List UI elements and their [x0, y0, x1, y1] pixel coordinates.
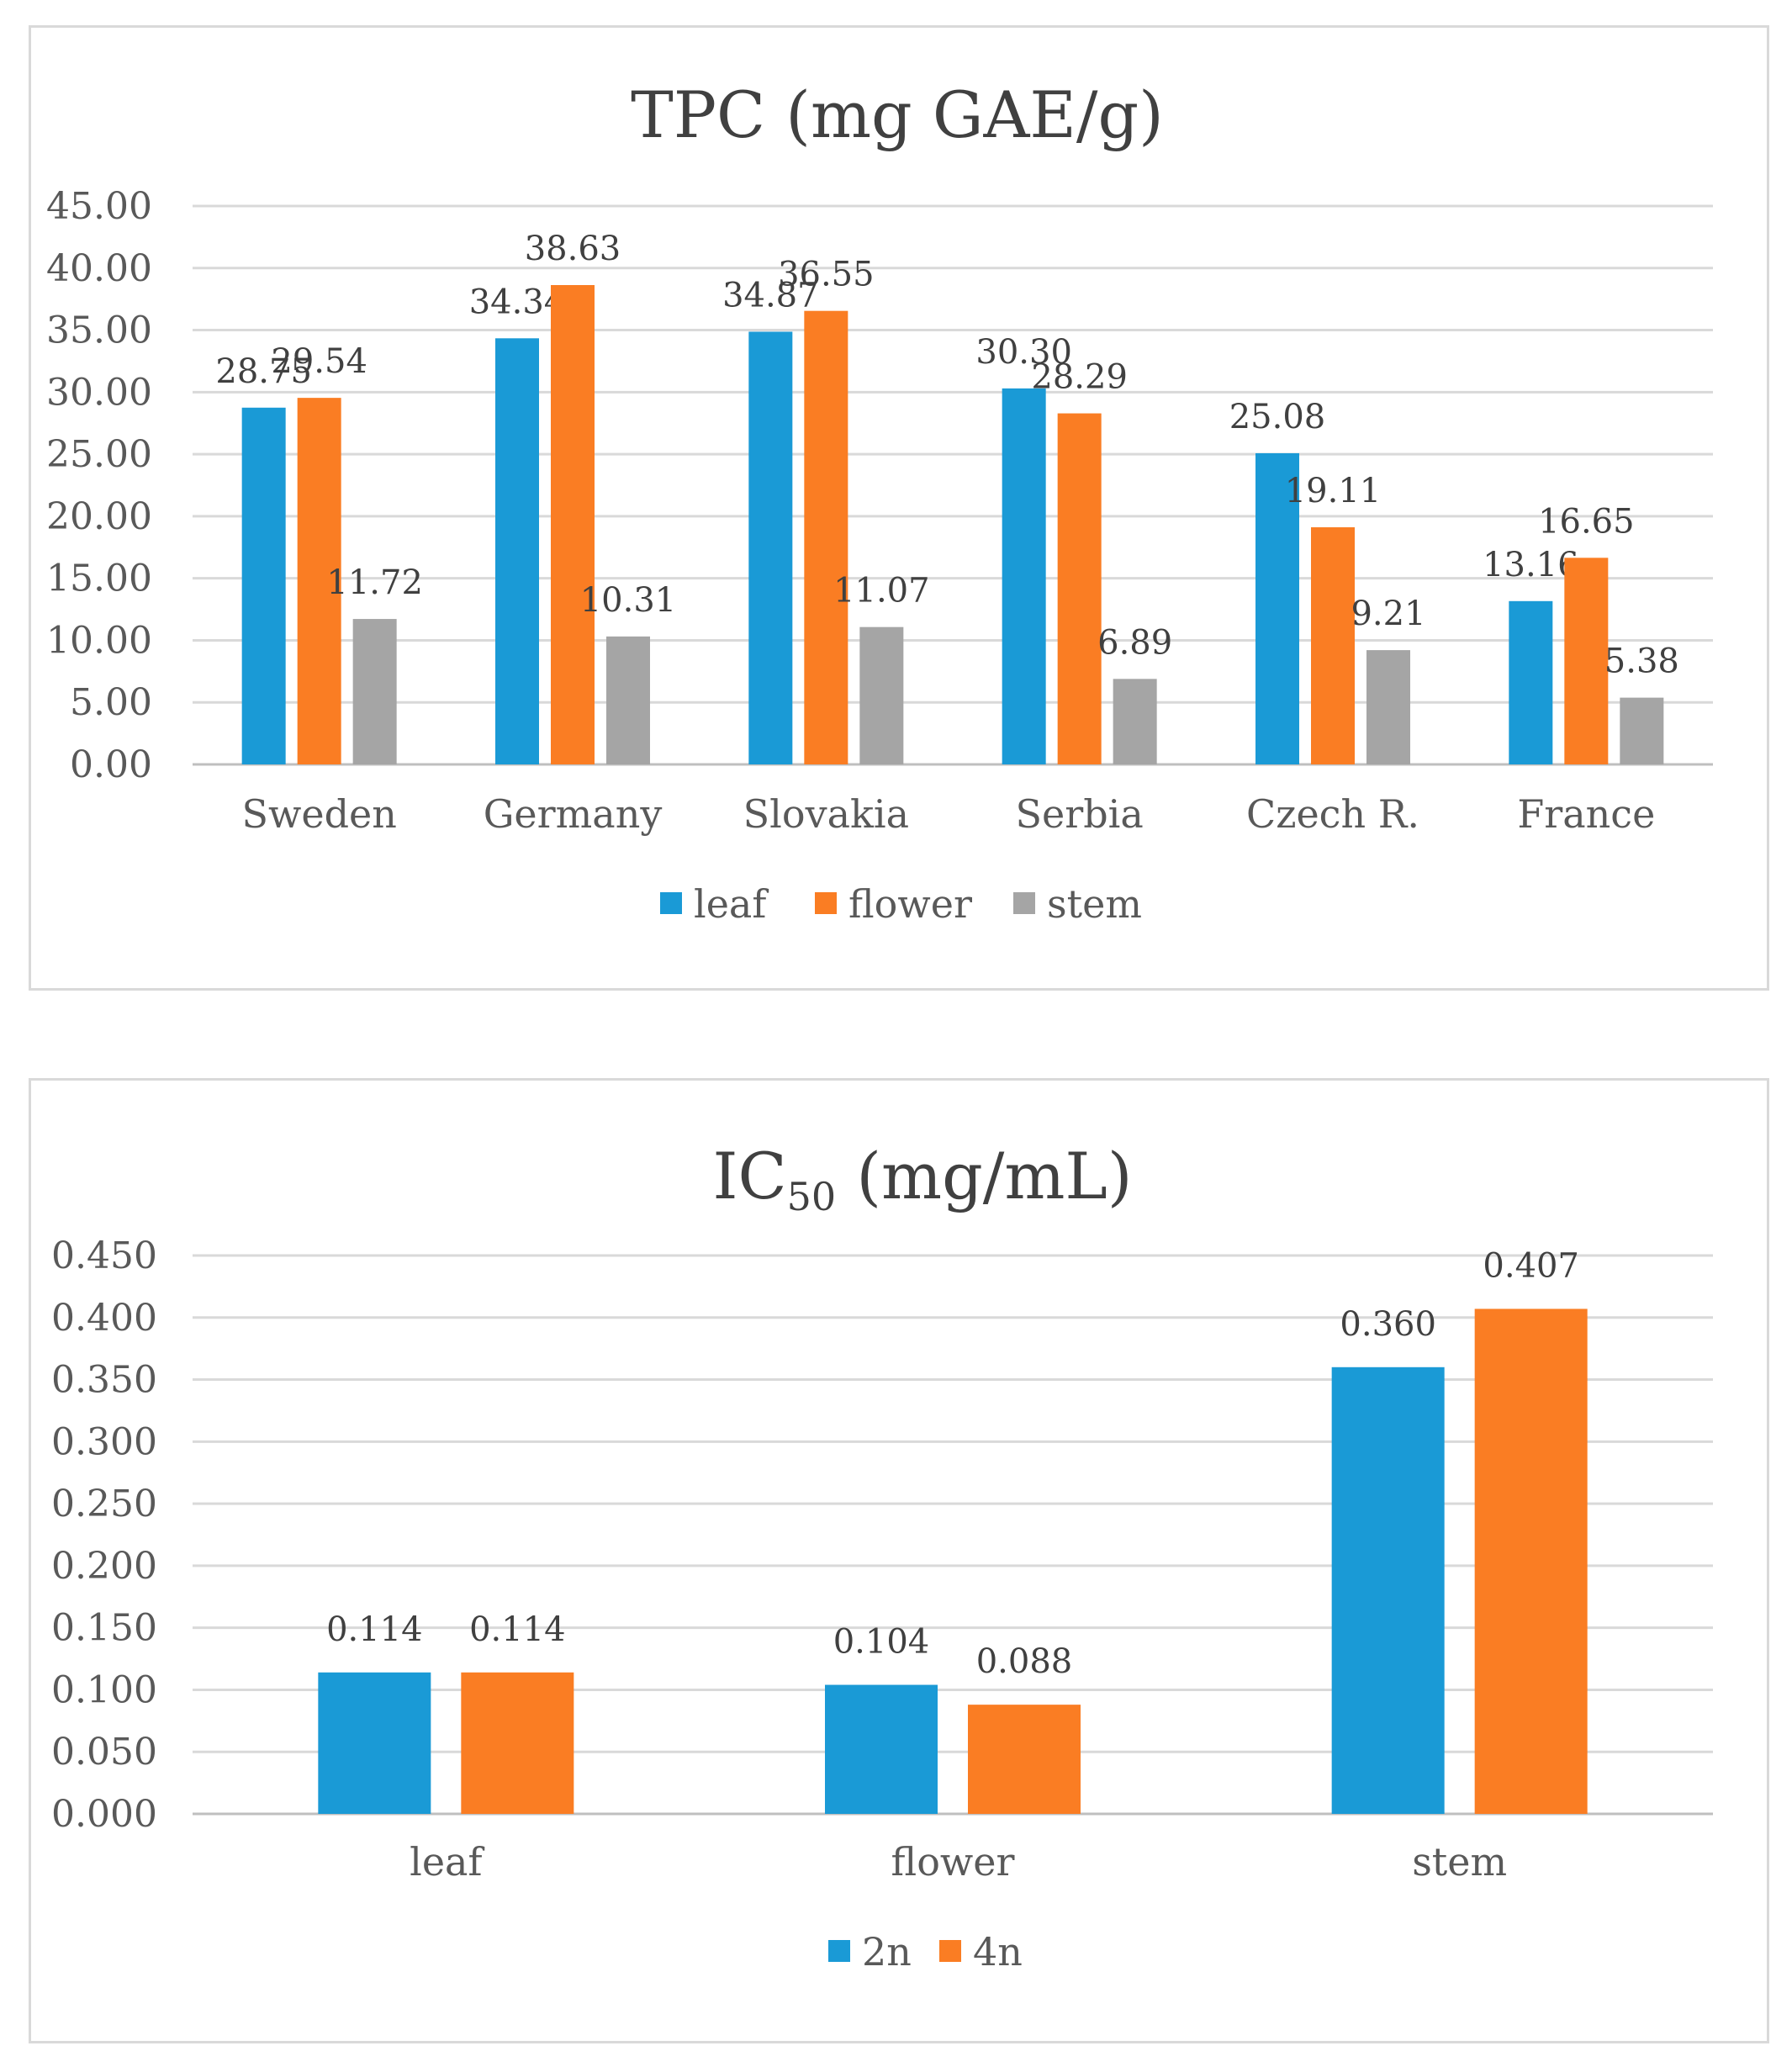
- data-label-leaf: 13.16: [1483, 546, 1579, 584]
- bar-4n: [461, 1672, 574, 1814]
- data-label-flower: 19.11: [1285, 472, 1382, 510]
- y-tick-label: 40.00: [46, 247, 152, 290]
- legend-label-2n: 2n: [862, 1929, 912, 1974]
- y-tick-label: 30.00: [46, 371, 152, 414]
- legend-swatch-stem: [1013, 892, 1035, 914]
- data-label-leaf: 34.34: [469, 283, 566, 321]
- bar-flower: [1564, 558, 1609, 764]
- legend-label-stem: stem: [1047, 881, 1142, 927]
- y-tick-label: 0.150: [51, 1607, 157, 1650]
- data-label-leaf: 28.75: [215, 352, 312, 391]
- x-category-label: Germany: [484, 791, 663, 837]
- x-category-label: Sweden: [241, 791, 396, 837]
- bar-leaf: [1255, 452, 1299, 764]
- y-tick-label: 0.00: [70, 743, 152, 786]
- y-tick-label: 0.200: [51, 1545, 157, 1588]
- legend-swatch-leaf: [660, 892, 682, 914]
- data-label-stem: 5.38: [1604, 642, 1679, 681]
- data-label-flower: 36.55: [778, 256, 875, 294]
- data-label-stem: 11.07: [833, 572, 930, 611]
- y-tick-label: 5.00: [70, 681, 152, 724]
- bar-stem: [606, 636, 650, 764]
- bar-flower: [1057, 413, 1102, 764]
- bar-flower: [1311, 527, 1355, 764]
- data-label-stem: 11.72: [326, 563, 423, 602]
- legend-label-flower: flower: [848, 881, 972, 927]
- y-tick-label: 10.00: [46, 619, 152, 662]
- data-label-4n: 0.114: [469, 1610, 566, 1649]
- data-label-flower: 29.54: [271, 342, 367, 381]
- data-label-2n: 0.104: [833, 1623, 930, 1662]
- bar-4n: [968, 1705, 1081, 1814]
- data-label-leaf: 25.08: [1229, 398, 1326, 436]
- data-label-flower: 38.63: [525, 230, 621, 268]
- bar-leaf: [1509, 600, 1553, 764]
- data-label-leaf: 34.87: [722, 276, 819, 315]
- data-label-2n: 0.114: [326, 1610, 423, 1649]
- bar-leaf: [1002, 388, 1046, 764]
- data-label-flower: 16.65: [1538, 502, 1635, 541]
- data-label-4n: 0.407: [1483, 1246, 1579, 1285]
- chart-title: TPC (mg GAE/g): [631, 77, 1164, 152]
- y-tick-label: 0.450: [51, 1234, 157, 1277]
- y-tick-label: 0.350: [51, 1359, 157, 1402]
- data-label-2n: 0.360: [1340, 1305, 1436, 1344]
- ic50-chart: IC50 (mg/mL) 0.000 0.050 0.100 0.150 0.200 0.2…: [51, 1139, 1713, 1974]
- y-tick-label: 0.250: [51, 1483, 157, 1525]
- y-tick-label: 45.00: [46, 185, 152, 228]
- data-label-leaf: 30.30: [975, 333, 1072, 372]
- bar-stem: [859, 626, 904, 764]
- bar-stem: [1366, 650, 1410, 764]
- tpc-chart: TPC (mg GAE/g) 0.00 5.00 10.00 15.00 20.00 25.…: [46, 77, 1713, 927]
- legend-label-4n: 4n: [973, 1929, 1023, 1974]
- y-tick-label: 35.00: [46, 309, 152, 352]
- bar-flower: [297, 398, 341, 764]
- bar-4n: [1474, 1308, 1588, 1814]
- bar-2n: [825, 1684, 938, 1814]
- data-label-4n: 0.088: [976, 1642, 1073, 1681]
- bar-stem: [1620, 697, 1664, 764]
- x-category-label: leaf: [410, 1839, 484, 1885]
- bar-flower: [804, 310, 848, 764]
- bar-2n: [1331, 1367, 1445, 1814]
- y-tick-label: 0.300: [51, 1420, 157, 1463]
- data-label-flower: 28.29: [1031, 358, 1128, 397]
- ic50-chart-panel: IC50 (mg/mL) 0.000 0.050 0.100 0.150 0.200 0.2…: [29, 1078, 1769, 2043]
- chart-title: IC50 (mg/mL): [712, 1139, 1132, 1219]
- x-category-label: Serbia: [1016, 791, 1144, 837]
- bar-leaf: [748, 331, 793, 765]
- y-tick-label: 0.400: [51, 1297, 157, 1340]
- x-category-label: France: [1517, 791, 1655, 837]
- y-tick-label: 25.00: [46, 433, 152, 476]
- x-category-label: stem: [1412, 1839, 1507, 1885]
- data-label-stem: 9.21: [1351, 595, 1425, 633]
- x-category-label: Czech R.: [1246, 791, 1419, 837]
- bar-leaf: [241, 407, 286, 764]
- data-label-stem: 10.31: [580, 581, 677, 620]
- y-tick-label: 0.000: [51, 1793, 157, 1836]
- bar-stem: [352, 619, 397, 764]
- x-category-label: Slovakia: [743, 791, 909, 837]
- y-tick-label: 20.00: [46, 495, 152, 538]
- legend-swatch-flower: [815, 892, 837, 914]
- y-tick-label: 0.050: [51, 1731, 157, 1774]
- legend-label-leaf: leaf: [694, 881, 769, 927]
- bar-leaf: [495, 338, 539, 764]
- bar-flower: [551, 284, 595, 764]
- y-tick-label: 0.100: [51, 1668, 157, 1711]
- bar-2n: [318, 1672, 431, 1814]
- data-label-stem: 6.89: [1097, 623, 1172, 662]
- tpc-chart-panel: TPC (mg GAE/g) 0.00 5.00 10.00 15.00 20.00 25.…: [29, 25, 1769, 991]
- y-tick-label: 15.00: [46, 558, 152, 600]
- x-category-label: flower: [891, 1839, 1015, 1885]
- legend-swatch-2n: [828, 1940, 850, 1962]
- bar-stem: [1113, 679, 1157, 764]
- legend-swatch-4n: [939, 1940, 961, 1962]
